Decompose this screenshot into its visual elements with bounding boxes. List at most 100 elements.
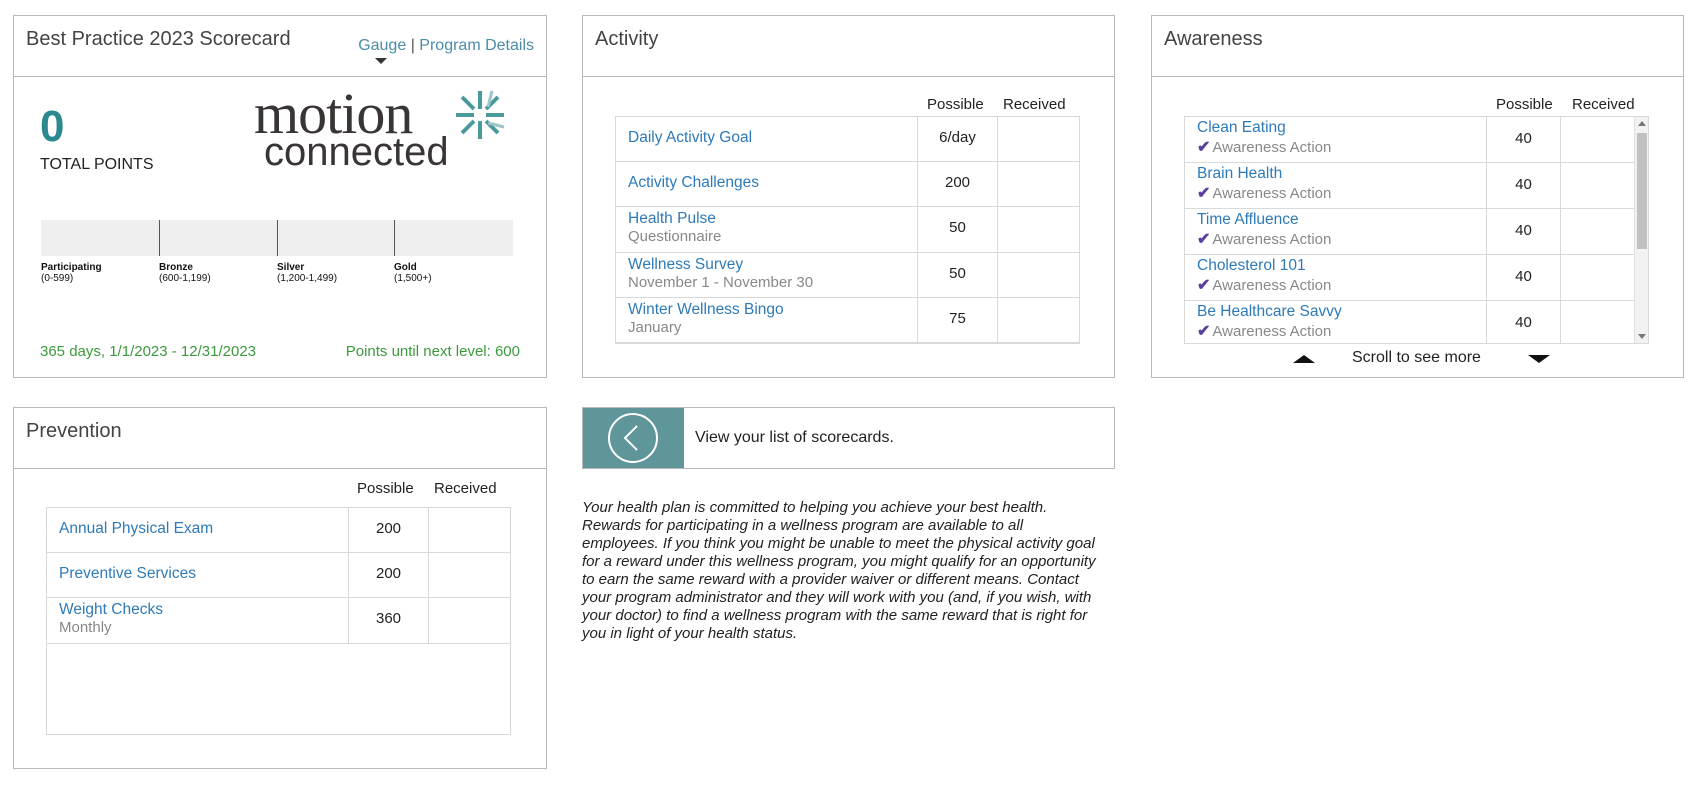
level-tick	[277, 220, 278, 256]
program-details-link[interactable]: Program Details	[419, 37, 534, 54]
level-silver: Silver (1,200-1,499)	[277, 262, 337, 284]
row-title-link[interactable]: Wellness Survey	[628, 256, 744, 273]
gauge-link[interactable]: Gauge	[358, 37, 407, 54]
row-received	[998, 117, 1079, 161]
scroll-down-arrow-icon[interactable]	[1638, 334, 1646, 339]
awareness-panel: Awareness Possible Received Clean Eating…	[1151, 15, 1684, 378]
table-row[interactable]: Weight Checks Monthly 360	[47, 598, 510, 644]
col-possible: Possible	[357, 480, 414, 497]
view-scorecards-text[interactable]: View your list of scorecards.	[695, 429, 894, 446]
row-possible: 200	[349, 553, 429, 597]
row-title-link[interactable]: Activity Challenges	[628, 174, 759, 191]
row-title-link[interactable]: Cholesterol 101	[1197, 257, 1306, 274]
row-possible: 40	[1487, 255, 1561, 300]
row-received	[429, 598, 510, 643]
level-range: (0-599)	[41, 273, 74, 284]
level-gold: Gold (1,500+)	[394, 262, 432, 284]
row-received	[429, 508, 510, 552]
row-possible: 360	[349, 598, 429, 643]
prevention-panel: Prevention Possible Received Annual Phys…	[13, 407, 547, 769]
row-received	[998, 162, 1079, 206]
link-separator: |	[410, 37, 415, 54]
table-row[interactable]: Daily Activity Goal 6/day	[616, 117, 1079, 162]
level-name: Participating	[41, 262, 102, 273]
level-tick	[394, 220, 395, 256]
table-row[interactable]: Activity Challenges 200	[616, 162, 1079, 207]
row-title-link[interactable]: Brain Health	[1197, 165, 1283, 182]
scorecard-panel: Best Practice 2023 Scorecard Gauge | Pro…	[13, 15, 547, 378]
row-title-link[interactable]: Weight Checks	[59, 601, 163, 618]
activity-table: Daily Activity Goal 6/day Activity Chall…	[615, 116, 1080, 344]
row-name-cell: Weight Checks Monthly	[47, 598, 349, 643]
row-possible: 40	[1487, 163, 1561, 208]
row-subtitle: Awareness Action	[1212, 277, 1332, 294]
row-subtitle: Awareness Action	[1212, 323, 1332, 340]
view-scorecards-link[interactable]: View your list of scorecards.	[582, 407, 1115, 469]
level-range: (1,500+)	[394, 273, 432, 284]
row-possible: 40	[1487, 209, 1561, 254]
row-received	[1561, 255, 1634, 300]
back-icon-box[interactable]	[583, 408, 684, 468]
row-name-cell: Time Affluence ✔ Awareness Action	[1185, 209, 1487, 254]
row-subtitle: November 1 - November 30	[628, 274, 814, 291]
level-bronze: Bronze (600-1,199)	[159, 262, 211, 284]
table-row[interactable]: Winter Wellness Bingo January 75	[616, 298, 1079, 343]
prevention-table: Annual Physical Exam 200 Preventive Serv…	[46, 507, 511, 735]
col-received: Received	[1572, 96, 1635, 113]
level-participating: Participating (0-599)	[41, 262, 102, 284]
row-name-cell: Daily Activity Goal	[616, 117, 918, 161]
awareness-scrollbar[interactable]	[1634, 117, 1648, 343]
table-row[interactable]: Time Affluence ✔ Awareness Action 40	[1185, 209, 1634, 255]
scrollbar-thumb[interactable]	[1637, 133, 1647, 249]
scroll-up-arrow-icon[interactable]	[1638, 121, 1646, 126]
table-row[interactable]: Clean Eating ✔ Awareness Action 40	[1185, 117, 1634, 163]
row-title-link[interactable]: Winter Wellness Bingo	[628, 301, 784, 318]
row-possible: 6/day	[918, 117, 998, 161]
row-name-cell: Health Pulse Questionnaire	[616, 207, 918, 252]
activity-header: Activity	[583, 16, 1114, 77]
row-title-link[interactable]: Health Pulse	[628, 210, 716, 227]
table-row[interactable]: Annual Physical Exam 200	[47, 508, 510, 553]
table-row[interactable]: Wellness Survey November 1 - November 30…	[616, 253, 1079, 298]
row-possible: 40	[1487, 301, 1561, 343]
table-row[interactable]: Cholesterol 101 ✔ Awareness Action 40	[1185, 255, 1634, 301]
row-received	[1561, 301, 1634, 343]
scroll-down-icon[interactable]	[1528, 355, 1550, 363]
level-tick	[159, 220, 160, 256]
level-range: (1,200-1,499)	[277, 273, 338, 284]
row-title-link[interactable]: Daily Activity Goal	[628, 129, 753, 146]
row-received	[998, 298, 1079, 342]
row-title-link[interactable]: Clean Eating	[1197, 119, 1286, 136]
row-title-link[interactable]: Time Affluence	[1197, 211, 1299, 228]
row-title-link[interactable]: Be Healthcare Savvy	[1197, 303, 1342, 320]
row-subtitle: Monthly	[59, 619, 112, 636]
row-title-link[interactable]: Preventive Services	[59, 565, 196, 582]
logo-word-connected: connected	[264, 130, 449, 174]
prevention-header: Prevention	[14, 408, 546, 469]
scroll-up-icon[interactable]	[1293, 355, 1315, 363]
row-subtitle: Awareness Action	[1212, 231, 1332, 248]
prevention-title: Prevention	[26, 420, 122, 442]
table-row[interactable]: Be Healthcare Savvy ✔ Awareness Action 40	[1185, 301, 1634, 343]
level-name: Gold	[394, 262, 417, 273]
row-possible: 75	[918, 298, 998, 342]
awareness-header: Awareness	[1152, 16, 1683, 77]
row-name-cell: Cholesterol 101 ✔ Awareness Action	[1185, 255, 1487, 300]
row-subtitle: Awareness Action	[1212, 139, 1332, 156]
col-possible: Possible	[927, 96, 984, 113]
col-received: Received	[1003, 96, 1066, 113]
gauge-caret-icon[interactable]	[375, 58, 387, 64]
checkmark-icon: ✔	[1197, 139, 1211, 156]
row-name-cell: Wellness Survey November 1 - November 30	[616, 253, 918, 297]
level-range: (600-1,199)	[159, 273, 211, 284]
row-possible: 200	[918, 162, 998, 206]
table-row[interactable]: Health Pulse Questionnaire 50	[616, 207, 1079, 253]
table-row[interactable]: Brain Health ✔ Awareness Action 40	[1185, 163, 1634, 209]
table-row[interactable]: Preventive Services 200	[47, 553, 510, 598]
checkmark-icon: ✔	[1197, 185, 1211, 202]
scorecard-title: Best Practice 2023 Scorecard	[26, 28, 291, 50]
row-received	[1561, 117, 1634, 162]
awareness-table[interactable]: Clean Eating ✔ Awareness Action 40 Brain …	[1184, 116, 1649, 344]
row-title-link[interactable]: Annual Physical Exam	[59, 520, 214, 537]
row-name-cell: Winter Wellness Bingo January	[616, 298, 918, 342]
